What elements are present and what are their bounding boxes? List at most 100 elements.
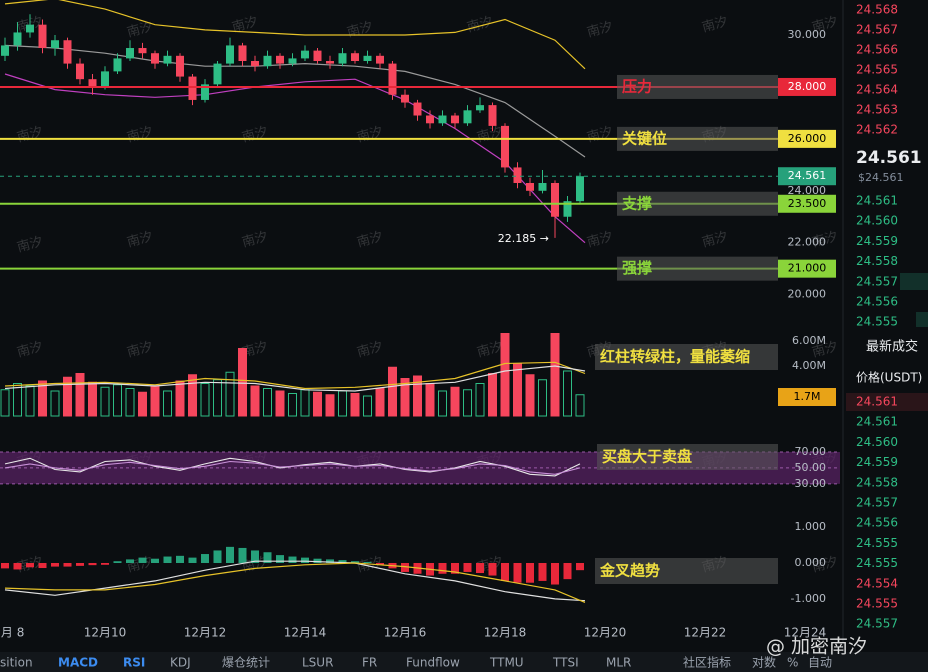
candle-body <box>488 105 497 126</box>
volume-bar <box>113 384 122 417</box>
toolbar-item[interactable]: 自动 <box>808 656 832 670</box>
volume-bar <box>38 380 47 417</box>
level-value-box <box>778 259 836 278</box>
volume-bar <box>50 390 60 417</box>
macd-bar <box>188 557 197 563</box>
volume-bar <box>475 383 485 417</box>
candle-body <box>576 176 584 202</box>
bid-price: 24.555 <box>856 315 898 329</box>
watermark: 南汐 <box>355 123 384 145</box>
annotation-text: 金叉趋势 <box>599 562 660 580</box>
watermark: 南汐 <box>240 338 269 360</box>
volume-bar <box>225 371 235 417</box>
trade-price: 24.561 <box>856 395 898 409</box>
macd-bar <box>13 563 22 570</box>
volume-bar <box>100 386 110 417</box>
toolbar-item[interactable]: TTMU <box>489 656 524 670</box>
y-tick-label: 6.00M <box>792 334 826 347</box>
volume-bar <box>538 379 547 417</box>
candle-body <box>563 201 572 217</box>
volume-bar <box>450 386 460 417</box>
candle-body <box>38 24 47 49</box>
indicator-line <box>4 365 586 392</box>
toolbar-item[interactable]: RSI <box>123 656 145 670</box>
volume-bar <box>25 385 35 417</box>
toolbar-item[interactable]: TTSI <box>552 656 579 670</box>
toolbar-item[interactable]: MLR <box>606 656 631 670</box>
toolbar-item[interactable]: sition <box>0 656 33 670</box>
y-tick-label: 1.000 <box>795 520 827 533</box>
ask-price: 24.566 <box>856 43 898 57</box>
trade-price: 24.558 <box>856 475 898 489</box>
level-name: 压力 <box>622 77 652 95</box>
trade-price: 24.560 <box>856 435 898 449</box>
candle-body <box>226 45 234 64</box>
volume-bar <box>463 389 472 417</box>
macd-bar <box>88 563 97 566</box>
toolbar-item[interactable]: LSUR <box>302 656 333 670</box>
watermark: 南汐 <box>810 338 839 360</box>
watermark: 南汐 <box>355 338 384 360</box>
candle-body <box>188 76 197 100</box>
macd-bar <box>551 563 559 585</box>
level-value-box <box>778 194 836 213</box>
toolbar-item[interactable]: 对数 <box>752 655 776 670</box>
volume-bar <box>325 394 335 417</box>
mid-price: 24.561 <box>856 148 922 168</box>
watermark: 南汐 <box>465 13 494 35</box>
volume-bar <box>13 383 22 417</box>
level-value-box <box>778 77 836 96</box>
level-value: 21.000 <box>788 262 827 275</box>
volume-bar <box>575 394 585 417</box>
order-book-panel <box>843 0 928 672</box>
level-value-box <box>778 129 836 148</box>
macd-bar <box>251 550 259 563</box>
toolbar-item[interactable]: 爆仓统计 <box>222 656 270 670</box>
toolbar-item[interactable]: MACD <box>58 656 98 670</box>
bid-price: 24.560 <box>856 214 898 228</box>
volume-bar <box>175 380 185 417</box>
depth-bar <box>916 312 928 327</box>
volume-bar <box>375 388 385 417</box>
y-tick-label: 4.00M <box>792 359 826 372</box>
macd-bar <box>563 563 572 580</box>
macd-bar <box>438 563 447 574</box>
toolbar-item[interactable]: KDJ <box>170 656 191 670</box>
candle-body <box>88 79 97 87</box>
volume-bar <box>563 370 572 417</box>
macd-bar <box>213 550 222 563</box>
volume-bar <box>263 388 272 417</box>
annotation-text: 买盘大于卖盘 <box>602 448 692 466</box>
volume-bar <box>150 385 160 417</box>
macd-bar <box>226 546 234 563</box>
volume-bar <box>125 388 135 417</box>
watermark: 南汐 <box>15 123 44 145</box>
toolbar-item[interactable]: FR <box>362 656 377 670</box>
macd-bar <box>176 555 184 563</box>
volume-bar <box>350 393 360 417</box>
ask-price: 24.562 <box>856 123 898 137</box>
toolbar-item[interactable]: Fundflow <box>406 656 460 670</box>
volume-bar <box>425 383 435 417</box>
candle-body <box>501 125 509 168</box>
candle-body <box>151 53 159 64</box>
candle-body <box>351 53 359 61</box>
candle-body <box>551 183 559 217</box>
level-name: 关键位 <box>622 129 667 147</box>
toolbar-bar <box>0 652 928 672</box>
toolbar-item[interactable]: 社区指标 <box>683 655 731 670</box>
toolbar-item[interactable]: % <box>787 656 798 670</box>
candle-body <box>163 55 172 64</box>
macd-bar <box>538 563 547 581</box>
volume-bar <box>488 373 497 417</box>
macd-bar <box>363 561 372 563</box>
macd-bar <box>63 563 72 567</box>
x-tick-label: 12月14 <box>284 626 327 640</box>
volume-bar <box>163 390 172 417</box>
watermark: 南汐 <box>240 228 269 250</box>
annotation-box <box>595 558 778 584</box>
current-volume-label: 1.7M <box>794 390 821 403</box>
bid-price: 24.556 <box>856 295 898 309</box>
watermark: 南汐 <box>810 13 839 35</box>
